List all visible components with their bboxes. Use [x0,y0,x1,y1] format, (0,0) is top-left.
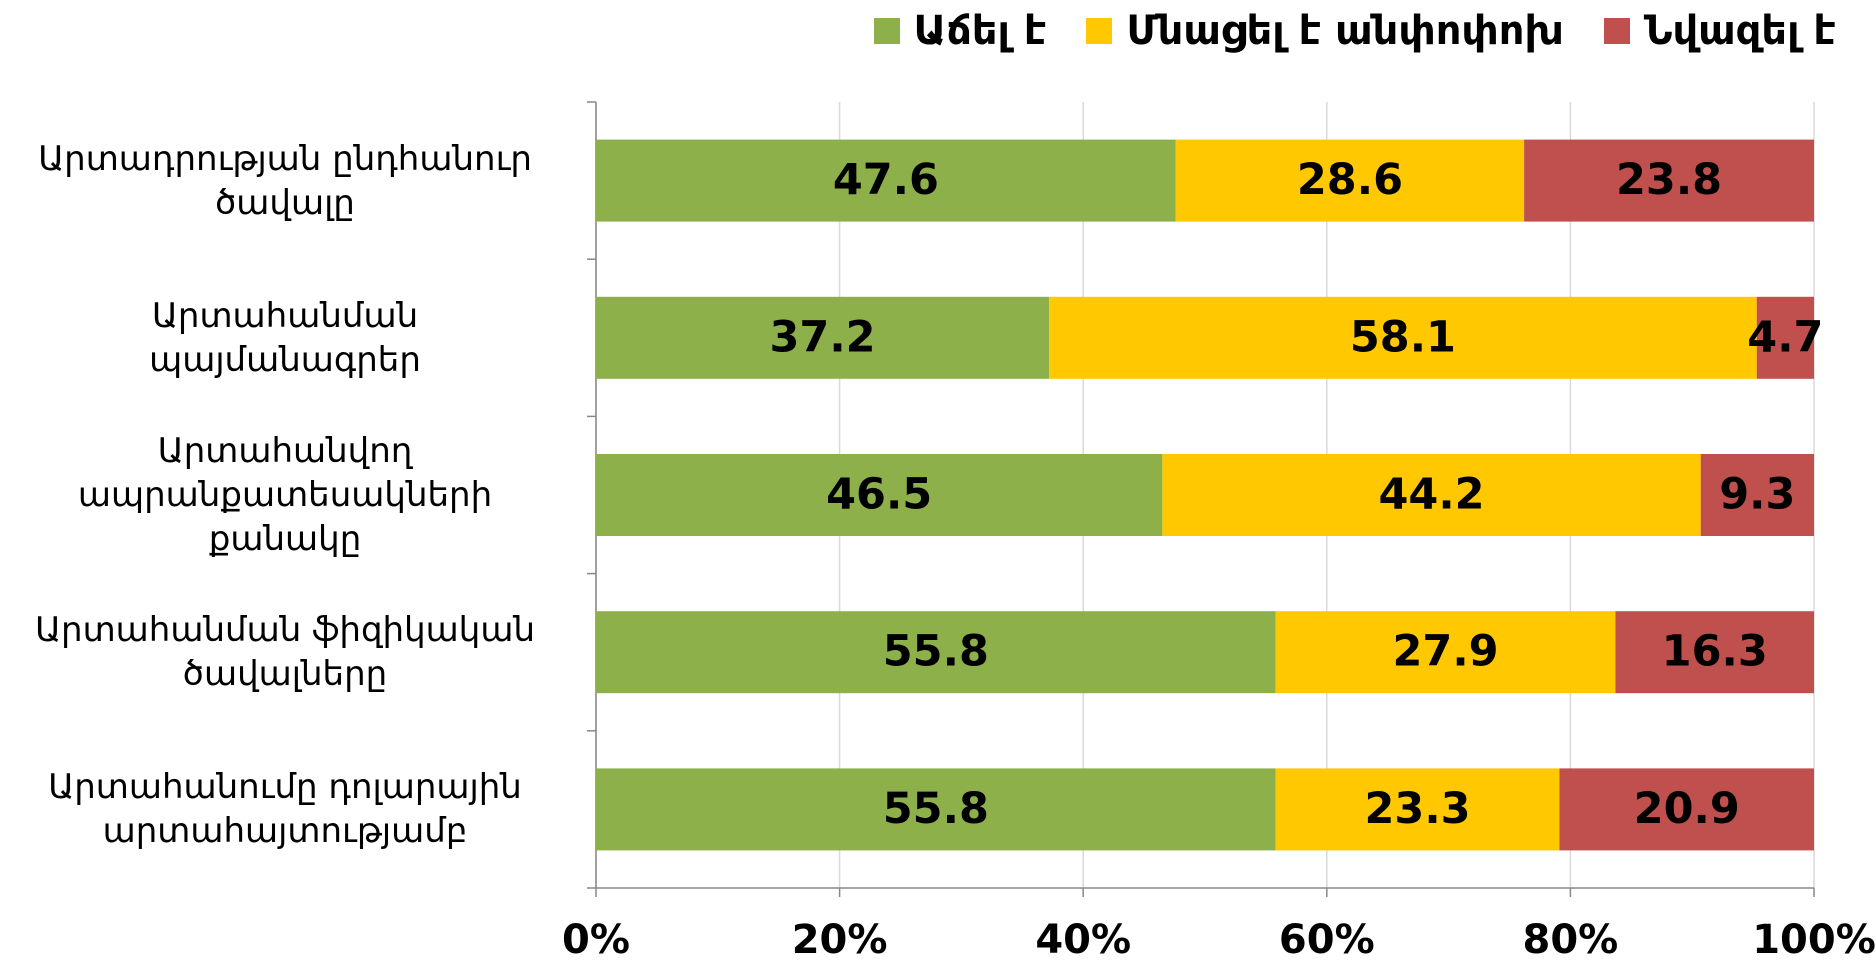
data-label: 28.6 [1297,155,1403,205]
x-tick-label: 100% [1752,917,1876,963]
legend-label: Մնացել է անփոփոխ [1126,8,1564,54]
category-label: Արտահանման պայմանագրեր [149,295,421,380]
legend-item: Աճել է [873,8,1047,54]
data-label: 27.9 [1393,627,1499,677]
bar-segment [596,768,1276,851]
bar-segment [596,296,1050,379]
category-label: Արտադրության ընդհանուր ծավալը [38,138,532,223]
bar-segment [1559,768,1814,851]
bar-segment [1275,768,1560,851]
bar-segment [596,454,1163,536]
legend: Աճել է Մնացել է անփոփոխ Նվազել է [873,8,1836,54]
category-label: Արտահանվող ապրանքատեսակների քանակը [77,431,493,559]
bar-segment [1700,454,1814,536]
bar-segment [1049,296,1757,379]
legend-swatch [873,18,900,44]
data-label: 44.2 [1379,470,1485,520]
x-tick-label: 60% [1279,917,1375,963]
data-label: 9.3 [1719,470,1795,520]
bar-segment [1615,611,1814,694]
bar-segment [1162,454,1701,536]
legend-label: Նվազել է [1643,8,1836,54]
data-label: 4.7 [1747,312,1823,362]
category-label: Արտահանումը դոլարային արտահայտությամբ [48,767,522,852]
bar-segment [596,611,1276,694]
bar-segment [1756,296,1814,379]
legend-label: Աճել է [913,8,1047,54]
data-label: 23.3 [1364,784,1470,834]
x-tick-label: 20% [792,917,888,963]
category-label: Արտահանման ֆիզիկական ծավալները [34,610,535,695]
data-label: 37.2 [770,312,876,362]
legend-swatch [1603,18,1630,44]
data-label: 47.6 [833,155,939,205]
legend-item: Մնացել է անփոփոխ [1086,8,1564,54]
legend-swatch [1086,18,1113,44]
x-tick-label: 0% [562,917,630,963]
x-tick-label: 80% [1523,917,1619,963]
data-label: 16.3 [1662,627,1768,677]
legend-item: Նվազել է [1603,8,1836,54]
data-label: 58.1 [1350,312,1456,362]
bar-segment [596,139,1176,222]
data-label: 20.9 [1634,784,1740,834]
data-label: 55.8 [883,784,989,834]
x-tick-label: 40% [1035,917,1131,963]
bar-segment [1524,139,1814,222]
bar-segment [1175,139,1525,222]
data-label: 46.5 [826,470,932,520]
data-label: 23.8 [1616,155,1722,205]
bar-segment [1275,611,1616,694]
data-label: 55.8 [883,627,989,677]
